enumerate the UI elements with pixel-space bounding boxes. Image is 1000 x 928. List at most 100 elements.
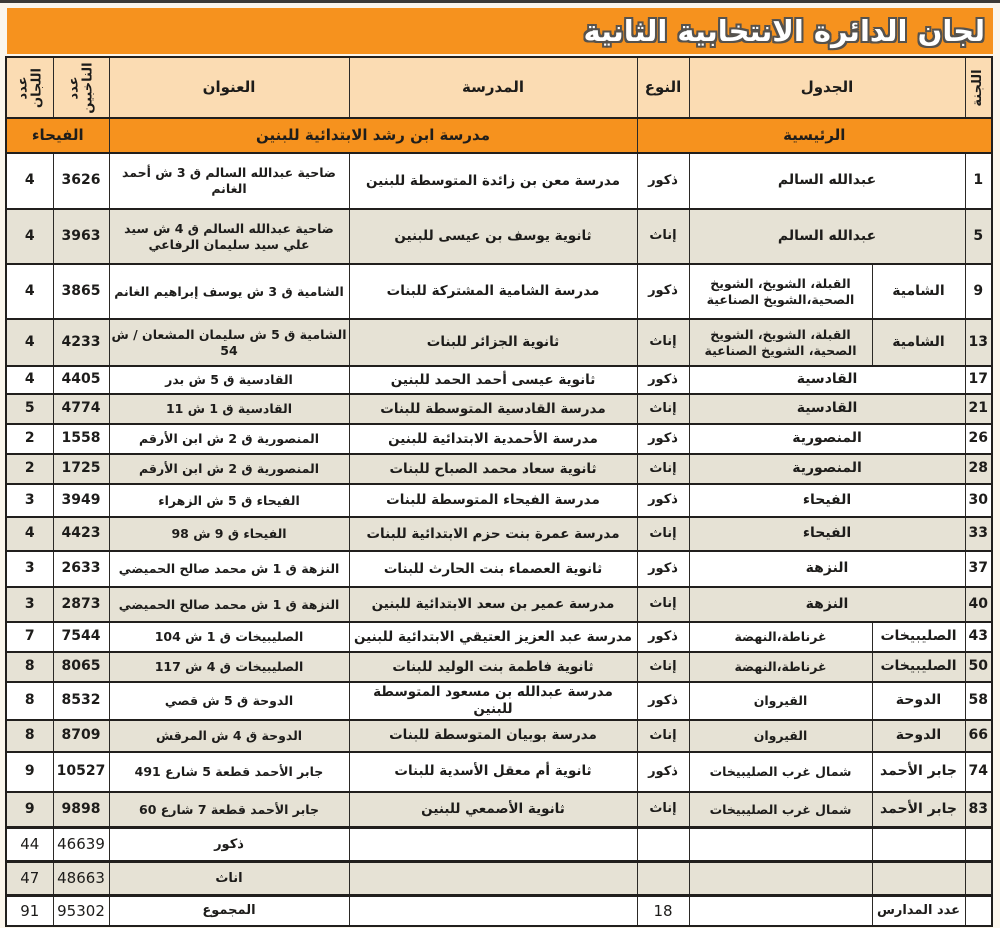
empty-cell [636,860,690,897]
committee-number-cell: 30 [964,483,993,518]
type-cell: إناث [636,208,690,265]
schedule-detail-cell: القيروان [688,681,873,721]
schedule-detail-cell: شمال غرب الصليبيخات [688,790,873,829]
committees-count-cell: 3 [5,483,54,518]
type-cell: إناث [636,718,690,753]
schedule-area-cell: جابر الأحمد [871,750,966,793]
type-cell: ذكور [636,365,690,395]
table-row: 40 النزهة إناث مدرسة عمير بن سعد الابتدا… [5,586,993,623]
schools-count-label: عدد المدارس [871,894,966,927]
school-cell: مدرسة الأحمدية الابتدائية للبنين [348,423,638,455]
voters-count-cell: 4233 [52,318,110,367]
schedule-cell: النزهة [688,550,966,588]
schedule-detail-cell: غرناطة،النهضة [688,621,873,653]
committee-number-cell: 43 [964,621,993,653]
address-cell: ضاحية عبدالله السالم ق 4 ش سيد علي سيد س… [108,208,350,265]
type-cell: إناث [636,516,690,552]
address-cell: الصليبيخات ق 4 ش 117 [108,651,350,683]
type-cell: ذكور [636,681,690,721]
school-cell: ثانوية سعاد محمد الصباح للبنات [348,453,638,485]
committees-count-cell: 2 [5,453,54,485]
type-cell: ذكور [636,750,690,793]
header-address: العنوان [108,56,350,119]
address-cell: الفيحاء ق 5 ش الزهراء [108,483,350,518]
address-cell: النزهة ق 1 ش محمد صالح الحميضي [108,550,350,588]
schedule-cell: النزهة [688,586,966,623]
schools-count-value: 18 [636,894,690,927]
schedule-cell: القادسية [688,365,966,395]
schedule-detail-cell: القبلة، الشويخ، الشويخ الصحية،الشويخ الص… [688,263,873,320]
type-cell: ذكور [636,152,690,210]
committee-number-cell: 37 [964,550,993,588]
total-voters-males: 46639 [52,826,110,863]
voters-count-cell: 3963 [52,208,110,265]
header-committee-label: اللجنة [970,68,986,107]
committee-number-cell: 58 [964,681,993,721]
table-row: 50 الصليبيخات غرناطة،النهضة إناث ثانوية … [5,651,993,683]
header-committee-count: عدد اللجان [5,56,54,119]
table-row: 5 عبدالله السالم إناث ثانوية يوسف بن عيس… [5,208,993,265]
voters-count-cell: 2873 [52,586,110,623]
address-cell: النزهة ق 1 ش محمد صالح الحميضي [108,586,350,623]
school-cell: مدرسة عبد العزيز العتيقي الابتدائية للبن… [348,621,638,653]
schedule-cell: القادسية [688,393,966,425]
school-cell: ثانوية عيسى أحمد الحمد للبنين [348,365,638,395]
committee-number-cell: 74 [964,750,993,793]
page-title: لجان الدائرة الانتخابية الثانية [583,14,986,48]
schedule-cell: الفيحاء [688,483,966,518]
committees-count-cell: 8 [5,718,54,753]
school-cell: مدرسة القادسية المتوسطة للبنات [348,393,638,425]
subheader-area: الفيحاء [5,117,110,154]
schedule-area-cell: الشامية [871,263,966,320]
committee-number-cell: 5 [964,208,993,265]
schedule-detail-cell: شمال غرب الصليبيخات [688,750,873,793]
total-committees-females: 47 [5,860,54,897]
table-row: 30 الفيحاء ذكور مدرسة الفيحاء المتوسطة ل… [5,483,993,518]
schedule-area-cell: الدوحة [871,681,966,721]
total-committees: 91 [5,894,54,927]
subheader-row: الرئيسية مدرسة ابن رشد الابتدائية للبنين… [5,117,993,154]
table-row: 9 الشامية القبلة، الشويخ، الشويخ الصحية،… [5,263,993,320]
address-cell: القادسية ق 1 ش 11 [108,393,350,425]
committees-count-cell: 7 [5,621,54,653]
table-row: 33 الفيحاء إناث مدرسة عمرة بنت حزم الابت… [5,516,993,552]
subheader-main: الرئيسية [636,117,993,154]
schedule-area-cell: الصليبيخات [871,651,966,683]
type-cell: إناث [636,453,690,485]
empty-cell [688,826,873,863]
summary-row-males: ذكور 46639 44 [5,826,993,863]
address-cell: الشامية ق 5 ش سليمان المشعان / ش 54 [108,318,350,367]
header-school: المدرسة [348,56,638,119]
empty-cell [964,826,993,863]
committee-number-cell: 50 [964,651,993,683]
header-voters-label: عدد الناخبين [66,61,95,114]
school-cell: ثانوية أم معقل الأسدية للبنات [348,750,638,793]
voters-count-cell: 3865 [52,263,110,320]
empty-cell [688,860,873,897]
committee-number-cell: 13 [964,318,993,367]
voters-count-cell: 10527 [52,750,110,793]
voters-count-cell: 1725 [52,453,110,485]
address-cell: ضاحية عبدالله السالم ق 3 ش أحمد الغانم [108,152,350,210]
school-cell: مدرسة الشامية المشتركة للبنات [348,263,638,320]
scan-top-edge [0,0,1000,3]
header-row: اللجنة الجدول النوع المدرسة العنوان عدد ا… [5,56,993,119]
total-voters-females: 48663 [52,860,110,897]
summary-label: اناث [108,860,350,897]
header-committee-count-label: عدد اللجان [15,67,44,108]
school-cell: ثانوية العصماء بنت الحارث للبنات [348,550,638,588]
school-cell: مدرسة عمير بن سعد الابتدائية للبنين [348,586,638,623]
schedule-detail-cell: القيروان [688,718,873,753]
type-cell: ذكور [636,263,690,320]
header-type: النوع [636,56,690,119]
committee-number-cell: 1 [964,152,993,210]
summary-label: المجموع [108,894,350,927]
committee-number-cell: 40 [964,586,993,623]
table-row: 17 القادسية ذكور ثانوية عيسى أحمد الحمد … [5,365,993,395]
committees-count-cell: 8 [5,651,54,683]
address-cell: الدوحة ق 4 ش المرقش [108,718,350,753]
address-cell: المنصورية ق 2 ش ابن الأرقم [108,453,350,485]
empty-cell [348,894,638,927]
school-cell: ثانوية يوسف بن عيسى للبنين [348,208,638,265]
type-cell: ذكور [636,621,690,653]
